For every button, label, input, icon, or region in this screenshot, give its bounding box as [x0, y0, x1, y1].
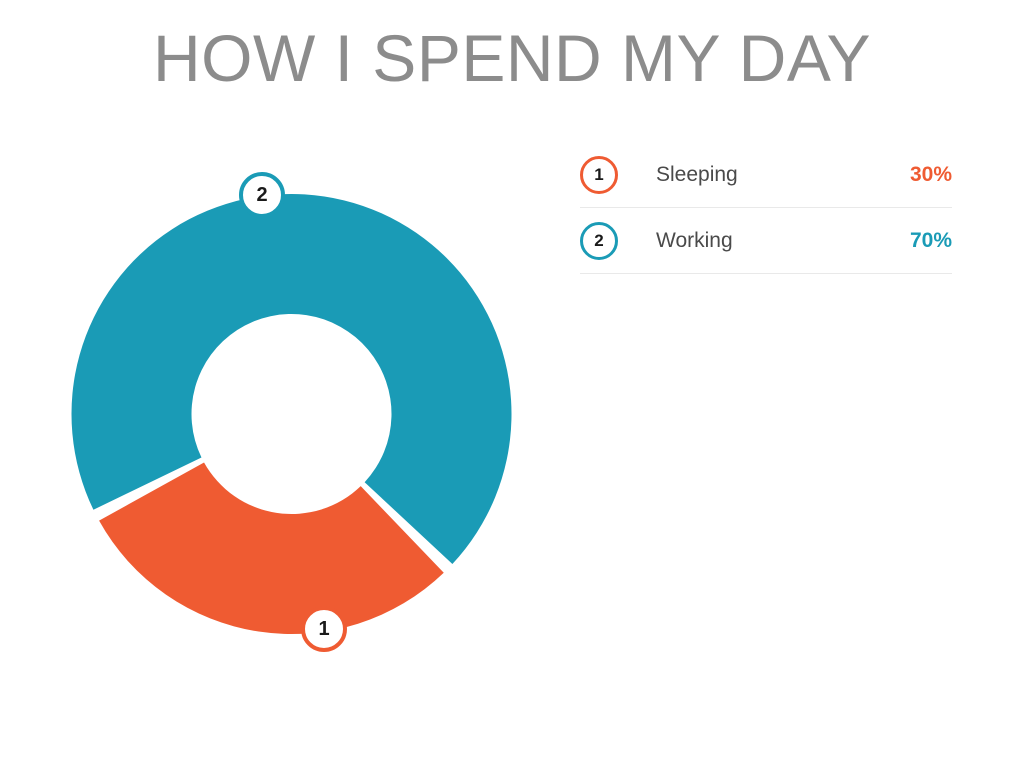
donut-chart: 1 2 — [46, 169, 546, 669]
legend-label-sleeping: Sleeping — [656, 162, 738, 186]
donut-badge-2: 2 — [239, 172, 285, 218]
donut-badge-1-number: 1 — [318, 617, 330, 640]
page-title: HOW I SPEND MY DAY — [153, 21, 871, 95]
legend-row-sleeping[interactable]: 1 Sleeping 30% — [580, 142, 952, 208]
legend-value-sleeping: 30% — [909, 162, 952, 186]
legend-label-working: Working — [656, 228, 733, 252]
donut-badge-1: 1 — [301, 606, 347, 652]
donut-slice-working[interactable] — [71, 193, 512, 565]
donut-slices — [71, 193, 512, 634]
legend-badge-1: 1 — [580, 155, 618, 194]
donut-slice-sleeping[interactable] — [99, 462, 444, 634]
legend-badge-1-number: 1 — [594, 164, 604, 184]
legend-row-working[interactable]: 2 Working 70% — [580, 208, 952, 274]
chart-legend: 1 Sleeping 30% 2 Working 70% — [580, 142, 952, 274]
legend-badge-2: 2 — [580, 221, 618, 260]
legend-value-working: 70% — [909, 228, 952, 252]
donut-badge-2-number: 2 — [256, 183, 268, 206]
legend-badge-2-number: 2 — [594, 230, 604, 250]
donut-chart-svg — [71, 193, 512, 634]
